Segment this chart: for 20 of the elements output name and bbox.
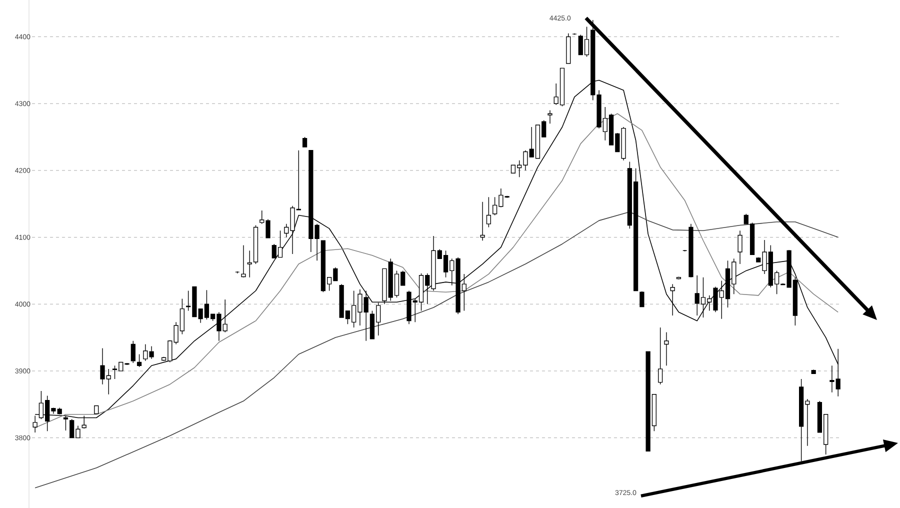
candlestick xyxy=(566,33,571,64)
candlestick xyxy=(241,244,246,278)
line-series xyxy=(34,211,838,488)
candlestick xyxy=(94,405,99,414)
candlestick xyxy=(480,202,485,241)
candlestick xyxy=(247,250,252,278)
candlestick xyxy=(676,276,682,280)
candlestick xyxy=(738,230,742,264)
candlestick xyxy=(664,332,669,366)
candlestick xyxy=(302,136,308,148)
candlestick xyxy=(658,327,663,385)
candlestick xyxy=(253,224,258,264)
candlestick xyxy=(670,284,675,316)
candlestick xyxy=(640,291,644,308)
candlestick xyxy=(136,354,142,368)
candlestick xyxy=(811,369,816,374)
candlestick xyxy=(548,110,552,124)
candlestick xyxy=(486,196,491,228)
candlestick xyxy=(235,271,240,274)
candlestick xyxy=(130,340,136,364)
